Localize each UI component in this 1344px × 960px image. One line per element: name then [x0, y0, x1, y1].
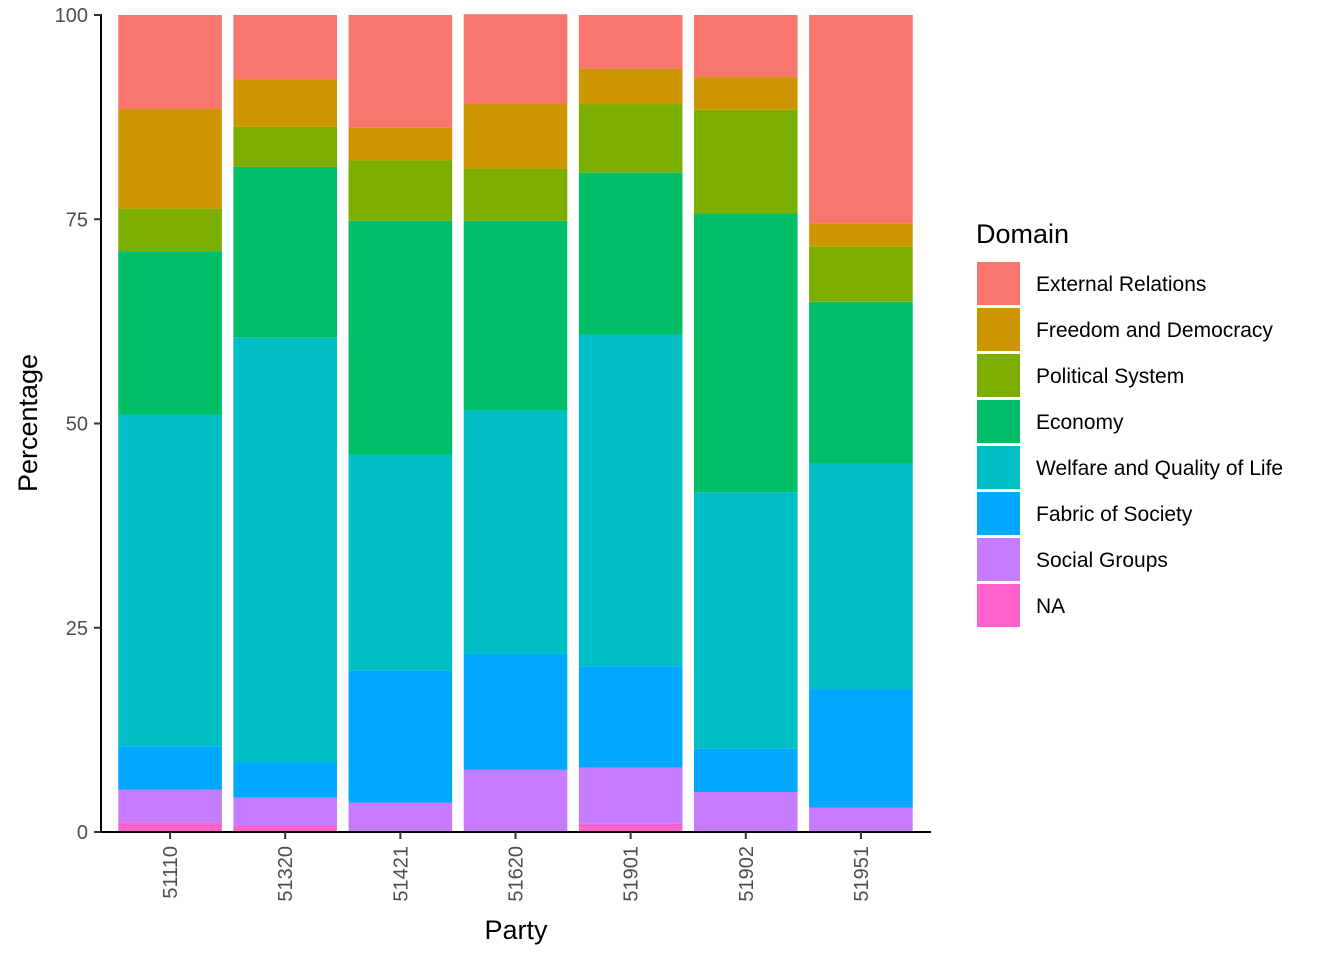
legend-label: Economy — [1036, 411, 1124, 434]
x-tick-label: 51951 — [851, 846, 873, 902]
x-tick-label: 51320 — [275, 846, 297, 902]
bar-segment-51620-fabric-of-society — [463, 653, 568, 770]
bars-group — [118, 14, 913, 832]
bar-segment-51620-social-groups — [463, 769, 568, 832]
bar-segment-51901-na — [578, 823, 683, 832]
bar-segment-51902-fabric-of-society — [693, 748, 798, 792]
bar-segment-51902-economy — [693, 213, 798, 493]
bar-segment-51110-na — [118, 822, 222, 832]
legend-key-political-system — [977, 354, 1020, 397]
bar-segment-51902-freedom-and-democracy — [693, 77, 798, 110]
legend-label: Political System — [1036, 365, 1184, 388]
bar-segment-51421-fabric-of-society — [348, 670, 453, 803]
bar-segment-51951-welfare-and-quality-of-life — [809, 463, 913, 690]
bar-segment-51110-political-system — [118, 208, 222, 252]
legend-title: Domain — [976, 219, 1069, 249]
legend-key-fabric-of-society — [977, 492, 1020, 535]
legend-key-economy — [977, 400, 1020, 443]
bar-segment-51320-economy — [233, 166, 338, 338]
bar-segment-51421-social-groups — [348, 802, 453, 832]
x-tick-label: 51421 — [390, 846, 412, 902]
legend-key-na — [977, 584, 1020, 627]
bar-segment-51110-welfare-and-quality-of-life — [118, 414, 222, 747]
x-ticks-group: 51110 51320 51421 51620 51901 51902 51951 — [160, 832, 873, 902]
bar-segment-51901-social-groups — [578, 767, 683, 824]
bar-segment-51901-political-system — [578, 104, 683, 173]
y-tick-label: 50 — [66, 414, 88, 436]
legend-items: External Relations Freedom and Democracy P… — [977, 262, 1283, 627]
y-tick-label: 75 — [66, 209, 88, 231]
legend: Domain External Relations Freedom and Dem… — [976, 219, 1283, 627]
y-axis-title: Percentage — [13, 354, 43, 492]
legend-key-social-groups — [977, 538, 1020, 581]
bar-segment-51901-economy — [578, 172, 683, 335]
bar-segment-51951-freedom-and-democracy — [809, 223, 913, 247]
bar-segment-51110-social-groups — [118, 789, 222, 823]
bar-segment-51320-freedom-and-democracy — [233, 79, 338, 127]
y-tick-label: 25 — [66, 618, 88, 640]
legend-label: NA — [1036, 595, 1065, 618]
bar-segment-51320-na — [233, 825, 338, 832]
legend-label: External Relations — [1036, 273, 1206, 296]
bar-segment-51421-welfare-and-quality-of-life — [348, 454, 453, 671]
bar-segment-51320-political-system — [233, 126, 338, 167]
bar-segment-51901-welfare-and-quality-of-life — [578, 334, 683, 667]
bar-segment-51421-external-relations — [348, 15, 453, 128]
legend-key-external-relations — [977, 262, 1020, 305]
bar-segment-51901-freedom-and-democracy — [578, 68, 683, 105]
bar-segment-51951-economy — [809, 301, 913, 464]
bar-segment-51951-external-relations — [809, 15, 913, 224]
legend-label: Welfare and Quality of Life — [1036, 457, 1283, 480]
bar-segment-51320-fabric-of-society — [233, 762, 338, 798]
bar-segment-51620-political-system — [463, 168, 568, 221]
bar-segment-51620-economy — [463, 220, 568, 411]
x-tick-label: 51620 — [506, 846, 528, 902]
bar-segment-51620-welfare-and-quality-of-life — [463, 410, 568, 654]
legend-label: Social Groups — [1036, 549, 1168, 572]
bar-segment-51951-fabric-of-society — [809, 689, 913, 808]
bar-segment-51620-external-relations — [463, 14, 568, 105]
x-tick-label: 51901 — [621, 846, 643, 902]
bar-segment-51951-political-system — [809, 246, 913, 302]
x-tick-label: 51110 — [160, 846, 182, 899]
legend-label: Fabric of Society — [1036, 503, 1193, 526]
x-axis-title: Party — [484, 915, 548, 945]
bar-segment-51110-freedom-and-democracy — [118, 108, 222, 209]
legend-label: Freedom and Democracy — [1036, 319, 1273, 342]
bar-segment-51320-social-groups — [233, 797, 338, 826]
y-tick-label: 100 — [55, 5, 88, 27]
bar-segment-51901-external-relations — [578, 15, 683, 69]
legend-key-welfare-and-quality-of-life — [977, 446, 1020, 489]
bar-segment-51620-freedom-and-democracy — [463, 104, 568, 169]
bar-segment-51902-political-system — [693, 109, 798, 214]
bar-segment-51320-welfare-and-quality-of-life — [233, 337, 338, 763]
x-tick-label: 51902 — [736, 846, 758, 902]
bar-segment-51902-external-relations — [693, 15, 798, 78]
bar-segment-51902-welfare-and-quality-of-life — [693, 492, 798, 749]
bar-segment-51110-economy — [118, 251, 222, 415]
bar-segment-51902-social-groups — [693, 791, 798, 832]
bar-segment-51320-external-relations — [233, 15, 338, 80]
bar-segment-51421-economy — [348, 220, 453, 455]
bar-segment-51110-external-relations — [118, 15, 222, 109]
y-tick-label: 0 — [77, 822, 88, 844]
bar-segment-51421-political-system — [348, 160, 453, 221]
bar-segment-51951-social-groups — [809, 807, 913, 832]
bar-segment-51901-fabric-of-society — [578, 666, 683, 768]
bar-segment-51421-freedom-and-democracy — [348, 127, 453, 161]
legend-key-freedom-and-democracy — [977, 308, 1020, 351]
bar-segment-51110-fabric-of-society — [118, 746, 222, 790]
y-ticks-group: 0 25 50 75 100 — [55, 5, 101, 844]
